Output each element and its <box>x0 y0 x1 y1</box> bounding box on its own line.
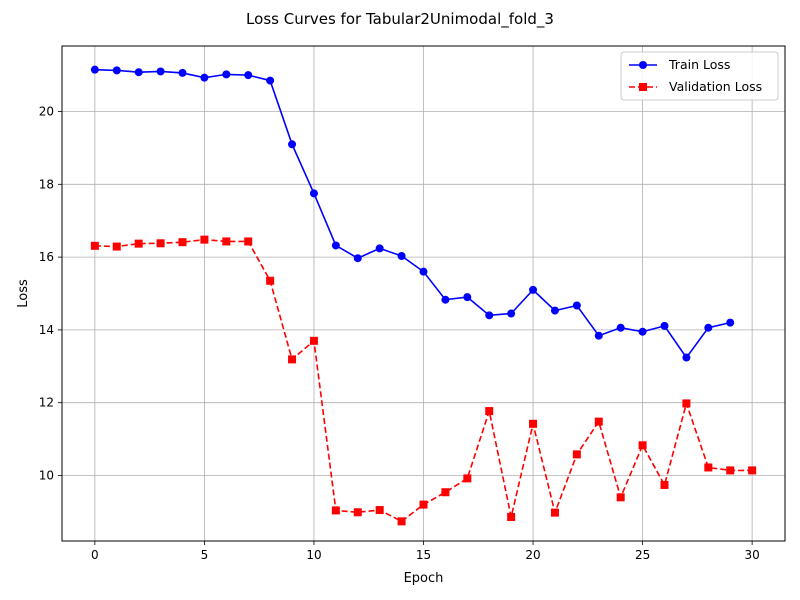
y-tick-label: 12 <box>39 396 54 410</box>
validation-loss-point <box>244 237 253 246</box>
y-tick-label: 16 <box>39 250 54 264</box>
train-loss-point <box>90 65 99 74</box>
validation-loss-point <box>222 237 231 246</box>
train-loss-series <box>90 65 735 362</box>
chart-title: Loss Curves for Tabular2Unimodal_fold_3 <box>246 10 554 29</box>
validation-loss-point <box>309 336 318 345</box>
plot-series <box>90 65 757 526</box>
validation-loss-point <box>112 242 121 251</box>
validation-loss-point <box>550 508 559 517</box>
legend-marker-train-loss <box>639 61 647 69</box>
train-loss-point <box>485 311 494 320</box>
validation-loss-point <box>463 474 472 483</box>
train-loss-point <box>266 76 275 85</box>
train-loss-point <box>200 73 209 82</box>
train-loss-point <box>550 306 559 315</box>
legend: Train Loss Validation Loss <box>620 51 779 101</box>
x-axis-label: Epoch <box>404 571 444 586</box>
x-tick-label: 20 <box>525 548 540 562</box>
y-tick-label: 14 <box>39 323 54 337</box>
validation-loss-point <box>704 463 713 472</box>
train-loss-point <box>572 301 581 310</box>
y-tick-label: 18 <box>39 177 54 191</box>
validation-loss-point <box>529 419 538 428</box>
train-loss-point <box>156 67 165 76</box>
train-loss-point <box>507 309 516 318</box>
validation-loss-point <box>485 407 494 416</box>
validation-loss-point <box>397 517 406 526</box>
validation-loss-point <box>200 235 209 244</box>
validation-loss-point <box>682 399 691 408</box>
validation-loss-point <box>748 466 757 475</box>
x-tick-label: 25 <box>635 548 650 562</box>
train-loss-point <box>441 295 450 304</box>
validation-loss-point <box>726 466 735 475</box>
validation-loss-point <box>90 241 99 250</box>
validation-loss-point <box>441 488 450 497</box>
legend-marker-validation-loss <box>639 83 647 91</box>
train-loss-point <box>353 254 362 263</box>
train-loss-point <box>222 70 231 79</box>
validation-loss-series <box>90 235 757 526</box>
y-tick-label: 20 <box>39 105 54 119</box>
grid <box>62 46 785 541</box>
x-tick-label: 30 <box>744 548 759 562</box>
validation-loss-point <box>419 500 428 509</box>
validation-loss-point <box>572 450 581 459</box>
x-tick-label: 5 <box>201 548 209 562</box>
train-loss-point <box>704 323 713 332</box>
train-loss-point <box>660 321 669 330</box>
train-loss-point <box>419 267 428 276</box>
axis-ticks: 0 5 10 15 20 25 30 10 12 14 16 18 20 <box>39 105 760 562</box>
validation-loss-point <box>375 506 384 515</box>
validation-loss-point <box>178 238 187 247</box>
y-axis-label: Loss <box>16 279 31 308</box>
validation-loss-point <box>134 239 143 248</box>
train-loss-point <box>309 189 318 198</box>
validation-loss-point <box>507 512 516 521</box>
train-loss-point <box>594 331 603 340</box>
train-loss-point <box>616 323 625 332</box>
validation-loss-point <box>331 506 340 515</box>
validation-loss-point <box>288 355 297 364</box>
validation-loss-point <box>594 417 603 426</box>
validation-loss-point <box>156 239 165 248</box>
train-loss-point <box>638 327 647 336</box>
x-tick-label: 15 <box>416 548 431 562</box>
train-loss-point <box>375 244 384 253</box>
train-loss-point <box>529 285 538 294</box>
train-loss-point <box>682 353 691 362</box>
x-tick-label: 10 <box>306 548 321 562</box>
train-loss-point <box>134 68 143 77</box>
legend-box <box>620 51 779 101</box>
train-loss-point <box>178 68 187 77</box>
legend-label-validation-loss: Validation Loss <box>669 79 762 94</box>
train-loss-point <box>397 252 406 261</box>
x-tick-label: 0 <box>91 548 99 562</box>
validation-loss-point <box>353 508 362 517</box>
y-tick-label: 10 <box>39 468 54 482</box>
validation-loss-point <box>660 480 669 489</box>
train-loss-point <box>726 318 735 327</box>
train-loss-point <box>331 241 340 250</box>
validation-loss-point <box>638 441 647 450</box>
train-loss-point <box>112 66 121 75</box>
train-loss-point <box>288 140 297 149</box>
legend-label-train-loss: Train Loss <box>668 57 730 72</box>
train-loss-point <box>244 71 253 80</box>
validation-loss-point <box>266 276 275 285</box>
train-loss-point <box>463 293 472 302</box>
validation-loss-point <box>616 493 625 502</box>
